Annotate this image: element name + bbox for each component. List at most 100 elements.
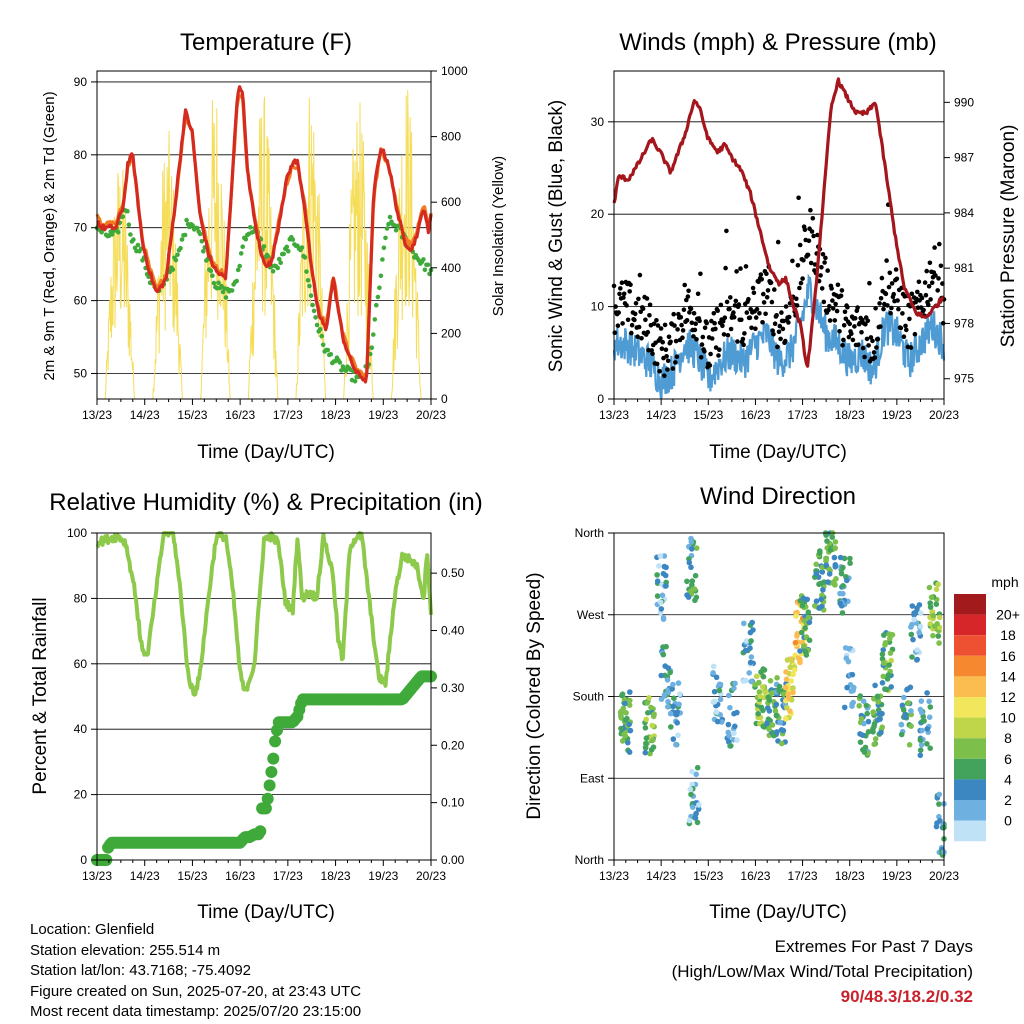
gust-point <box>891 291 896 297</box>
gust-point <box>907 316 912 322</box>
gust-point <box>685 294 691 299</box>
gust-point <box>747 315 753 321</box>
direction-point <box>900 707 907 713</box>
gust-point <box>632 317 637 323</box>
gust-point <box>829 286 834 291</box>
gust-point <box>883 291 889 297</box>
direction-point <box>662 572 669 579</box>
gust-point <box>862 354 867 360</box>
dewpoint-point <box>261 244 267 249</box>
direction-point <box>862 744 869 751</box>
direction-point <box>887 635 893 642</box>
direction-point <box>658 696 665 702</box>
gust-point <box>786 320 791 325</box>
gust-point <box>834 308 840 314</box>
direction-point <box>671 695 677 702</box>
y2-tick-label: 0.00 <box>441 853 465 867</box>
wind-pressure-panel: Winds (mph) & Pressure (mb) Time (Day/UT… <box>546 29 1019 463</box>
gust-point <box>738 266 743 271</box>
direction-point <box>663 564 669 571</box>
dewpoint-point <box>251 229 256 235</box>
speed-legend-swatch <box>954 738 986 759</box>
direction-point <box>692 597 698 604</box>
gust-point <box>704 320 709 326</box>
dewpoint-point <box>170 267 176 272</box>
gust-point <box>761 291 766 297</box>
gust-point <box>636 296 641 302</box>
gust-point <box>878 324 883 329</box>
gust-point <box>722 315 728 321</box>
gust-point <box>819 265 824 270</box>
direction-point <box>617 710 624 716</box>
speed-legend: mph 20+ 18 16 14 12 10 8 6 4 2 0 <box>954 574 1020 842</box>
gust-point <box>888 310 893 316</box>
gust-point <box>742 331 747 336</box>
direction-point <box>936 791 943 798</box>
direction-point <box>886 662 892 668</box>
direction-point <box>746 670 752 676</box>
x-tick-label: 19/23 <box>368 408 398 422</box>
direction-point <box>658 672 664 679</box>
dewpoint-point <box>393 228 399 233</box>
gust-point <box>637 272 643 278</box>
direction-point <box>908 624 914 630</box>
station-latlon: Station lat/lon: 43.7168; -75.4092 <box>30 962 252 979</box>
direction-point <box>917 623 924 630</box>
direction-point <box>717 696 724 703</box>
y2-tick-label: 981 <box>954 261 974 275</box>
wind-direction-panel: Wind Direction Time (Day/UTC) Direction … <box>524 483 1020 923</box>
most-recent-timestamp: Most recent data timestamp: 2025/07/20 2… <box>30 1003 362 1020</box>
direction-point <box>694 819 701 826</box>
gust-point <box>615 323 621 329</box>
direction-point <box>802 625 808 631</box>
gust-point <box>912 331 918 337</box>
direction-point <box>823 562 830 568</box>
direction-point <box>773 701 780 708</box>
gust-point <box>765 288 771 293</box>
dewpoint-point <box>243 236 249 242</box>
humidity-line <box>95 531 433 697</box>
gust-point <box>740 336 746 342</box>
gust-point <box>850 337 856 343</box>
x-tick-label: 17/23 <box>273 869 303 883</box>
dewpoint-point <box>319 333 325 339</box>
gust-point <box>878 296 884 301</box>
gust-point <box>889 305 894 311</box>
gust-point <box>815 232 820 238</box>
direction-point <box>825 579 831 585</box>
y2-tick-label: 987 <box>954 151 974 165</box>
gust-point <box>716 353 721 358</box>
direction-point <box>908 631 915 638</box>
x-tick-label: 14/23 <box>646 869 676 883</box>
dewpoint-point <box>248 225 253 230</box>
direction-point <box>650 737 656 743</box>
direction-point <box>936 640 942 646</box>
solar-ylabel: Solar Insolation (Yellow) <box>490 156 507 316</box>
direction-point <box>689 768 695 775</box>
gust-point <box>699 342 705 347</box>
direction-point <box>849 703 855 709</box>
direction-point <box>778 740 785 747</box>
wind-pressure-xlabel: Time (Day/UTC) <box>709 442 847 463</box>
dewpoint-point <box>302 255 308 260</box>
direction-point <box>832 539 839 545</box>
gust-point <box>819 286 825 291</box>
gust-point <box>874 345 879 350</box>
gust-point <box>830 298 835 303</box>
direction-point <box>643 740 649 747</box>
direction-point <box>837 554 844 561</box>
direction-point <box>846 646 852 652</box>
gust-point <box>774 313 779 318</box>
gust-point <box>764 295 770 300</box>
direction-point <box>782 684 789 691</box>
gust-point <box>775 239 781 245</box>
direction-point <box>686 817 693 824</box>
gust-point <box>915 289 920 295</box>
direction-point <box>760 673 767 680</box>
speed-legend-swatch <box>954 697 986 718</box>
gust-point <box>617 291 622 297</box>
gust-point <box>769 299 775 305</box>
gust-point <box>702 325 708 331</box>
direction-point <box>627 689 633 695</box>
gust-point <box>629 322 635 328</box>
